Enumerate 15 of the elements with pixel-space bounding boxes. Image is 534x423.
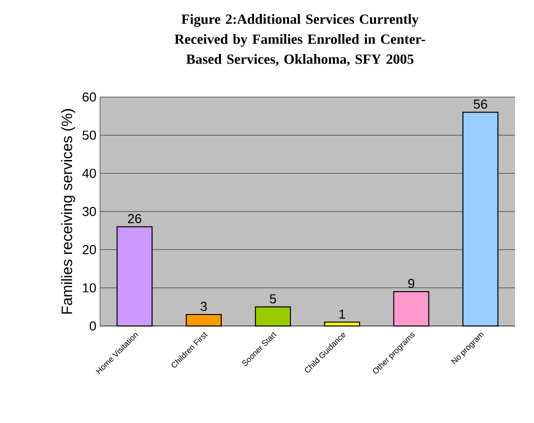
data-label: 3: [200, 302, 207, 312]
chart-title: Figure 2:Additional Services Currently Received by Families Enrolled in Center-Based Services, Oklahoma, SFY 2005: [174, 14, 426, 66]
data-label: 56: [474, 100, 488, 109]
y-tick-label: 60: [82, 92, 96, 102]
y-axis-title: Families receiving services (%): [61, 109, 76, 314]
y-tick-label: 0: [90, 321, 96, 331]
data-label: 5: [270, 294, 276, 304]
data-label: 9: [408, 278, 414, 288]
y-tick-label: 50: [82, 130, 96, 140]
data-label: 26: [128, 214, 142, 224]
y-tick-label: 40: [82, 168, 96, 178]
y-tick-label: 20: [82, 245, 96, 254]
data-label: 1: [339, 310, 346, 319]
y-tick-label: 10: [83, 283, 96, 292]
y-tick-label: 30: [82, 206, 96, 216]
